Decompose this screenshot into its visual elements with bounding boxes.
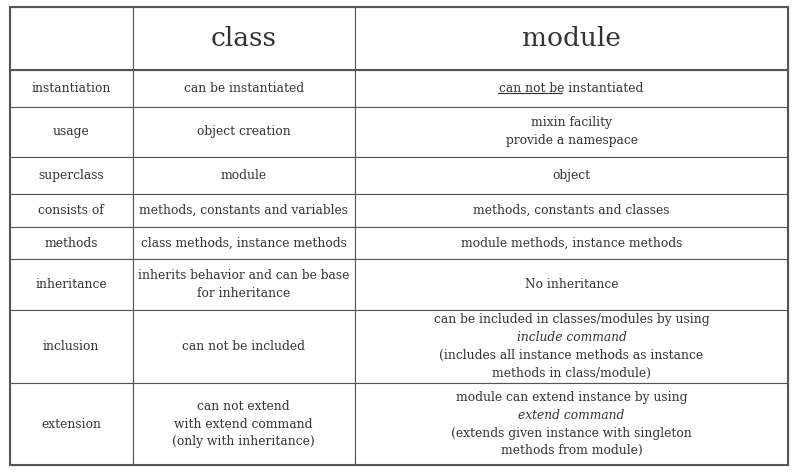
Text: for inheritance: for inheritance [197, 287, 290, 300]
Text: module: module [522, 26, 621, 51]
Text: methods: methods [45, 236, 98, 250]
Bar [132, 383, 354, 465]
Bar [10, 107, 132, 157]
Text: can not be instantiated: can not be instantiated [500, 82, 644, 95]
Text: mixin facility: mixin facility [531, 117, 612, 129]
Bar [132, 227, 354, 260]
Text: inherits behavior and can be base: inherits behavior and can be base [138, 269, 350, 282]
Bar [354, 107, 788, 157]
Text: superclass: superclass [38, 169, 104, 182]
Text: with extend command: with extend command [175, 418, 313, 430]
Bar [132, 310, 354, 383]
Bar [354, 227, 788, 260]
Text: methods, constants and variables: methods, constants and variables [139, 204, 348, 217]
Bar [354, 383, 788, 465]
Bar [354, 7, 788, 70]
Text: methods from module): methods from module) [500, 445, 642, 457]
Text: extension: extension [41, 418, 101, 430]
Bar [10, 260, 132, 310]
Bar [132, 107, 354, 157]
Text: usage: usage [53, 126, 89, 138]
Bar [354, 70, 788, 107]
Text: can not be included: can not be included [182, 340, 305, 353]
Bar [132, 70, 354, 107]
Text: inclusion: inclusion [43, 340, 99, 353]
Bar [354, 157, 788, 194]
Bar [132, 260, 354, 310]
Text: inheritance: inheritance [35, 278, 107, 291]
Text: class methods, instance methods: class methods, instance methods [140, 236, 346, 250]
Text: module: module [220, 169, 267, 182]
Bar [354, 310, 788, 383]
Text: module can extend instance by using: module can extend instance by using [456, 391, 687, 404]
Text: instantiation: instantiation [31, 82, 111, 95]
Text: object: object [552, 169, 591, 182]
Text: (includes all instance methods as instance: (includes all instance methods as instan… [440, 349, 704, 362]
Text: (only with inheritance): (only with inheritance) [172, 436, 315, 448]
Bar [10, 310, 132, 383]
Text: methods, constants and classes: methods, constants and classes [473, 204, 670, 217]
Text: object creation: object creation [197, 126, 290, 138]
Bar [354, 260, 788, 310]
Bar [10, 7, 132, 70]
Bar [10, 227, 132, 260]
Text: class: class [211, 26, 277, 51]
Bar [10, 383, 132, 465]
Text: can be instantiated: can be instantiated [184, 82, 304, 95]
Bar [10, 70, 132, 107]
Text: No inheritance: No inheritance [525, 278, 618, 291]
Bar [132, 194, 354, 227]
Text: methods in class/module): methods in class/module) [492, 367, 651, 380]
Bar [354, 194, 788, 227]
Bar [132, 7, 354, 70]
Text: provide a namespace: provide a namespace [505, 135, 638, 147]
Bar [10, 194, 132, 227]
Text: module methods, instance methods: module methods, instance methods [460, 236, 682, 250]
Text: can not extend: can not extend [197, 400, 290, 413]
Text: consists of: consists of [38, 204, 104, 217]
Text: can be included in classes/modules by using: can be included in classes/modules by us… [433, 313, 709, 326]
Bar [10, 157, 132, 194]
Text: extend command: extend command [519, 409, 625, 421]
Bar [132, 157, 354, 194]
Text: include command: include command [516, 331, 626, 344]
Text: (extends given instance with singleton: (extends given instance with singleton [451, 427, 692, 439]
